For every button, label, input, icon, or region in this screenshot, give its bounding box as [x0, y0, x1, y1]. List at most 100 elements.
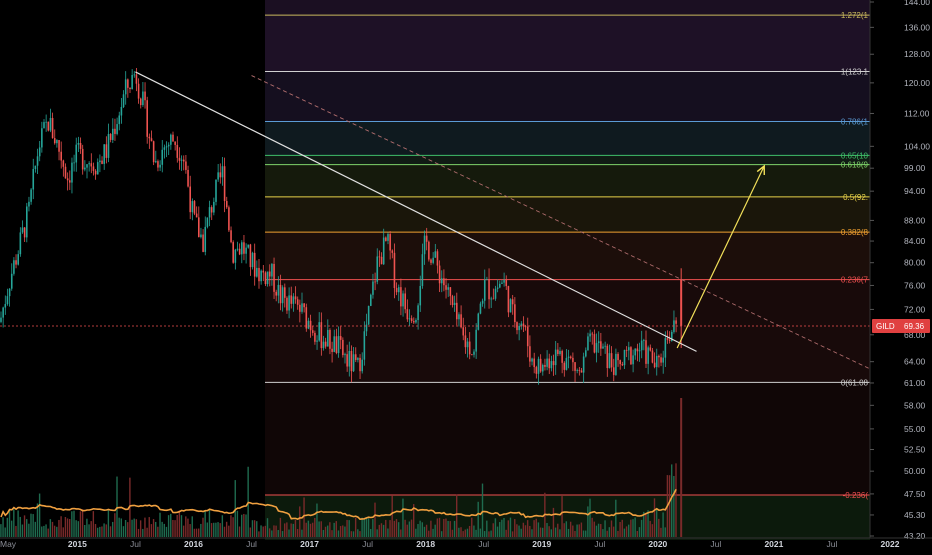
- volume-bar: [393, 520, 396, 537]
- volume-bar: [509, 517, 512, 537]
- volume-bar: [142, 528, 144, 537]
- volume-bar: [617, 530, 619, 537]
- volume-bar: [256, 521, 258, 537]
- volume-bar: [451, 529, 454, 537]
- volume-bar: [303, 497, 305, 537]
- volume-bar: [281, 531, 284, 537]
- candle-body: [264, 272, 267, 285]
- volume-bar: [606, 530, 608, 537]
- volume-bar: [286, 522, 288, 537]
- candle-body: [354, 354, 357, 360]
- candle-body: [191, 201, 194, 213]
- candle-body: [284, 287, 286, 298]
- candle-body: [69, 180, 71, 183]
- volume-bar: [301, 529, 303, 537]
- volume-bar: [537, 522, 540, 537]
- candle-body: [406, 309, 409, 320]
- candle-body: [230, 230, 232, 243]
- candle-body: [163, 147, 166, 150]
- candle-body: [75, 144, 78, 163]
- volume-bar: [382, 524, 385, 537]
- volume-bar: [225, 521, 228, 537]
- volume-bar: [651, 524, 654, 537]
- volume-bar: [8, 509, 11, 537]
- candle-body: [249, 244, 252, 268]
- candle-body: [53, 138, 56, 144]
- time-tick-label: May: [0, 539, 17, 549]
- volume-bar: [75, 520, 77, 537]
- volume-bar: [213, 522, 215, 537]
- volume-bar: [477, 501, 479, 537]
- volume-bar: [359, 531, 361, 537]
- candle-body: [122, 94, 125, 108]
- volume-bar: [376, 529, 378, 537]
- candle-body: [580, 370, 583, 373]
- candle-body: [348, 350, 351, 367]
- trendline-projection[interactable]: [251, 75, 900, 384]
- volume-bar: [58, 519, 60, 537]
- volume-bar: [322, 529, 325, 537]
- candle-body: [477, 313, 480, 330]
- volume-bar: [305, 522, 307, 537]
- volume-bar: [479, 528, 482, 537]
- volume-bar: [41, 526, 43, 537]
- volume-bar: [81, 509, 84, 537]
- price-tick-label: 58.00: [904, 400, 926, 410]
- volume-bar: [47, 528, 49, 537]
- candle-body: [320, 322, 323, 349]
- candle-body: [129, 87, 131, 90]
- volume-bar: [539, 527, 542, 537]
- candle-body: [133, 74, 136, 76]
- candle-body: [544, 364, 546, 367]
- fib-level-label: 0.382(8: [841, 228, 869, 237]
- candle-body: [391, 250, 394, 253]
- volume-bar: [127, 522, 129, 537]
- price-tick-label: 52.50: [904, 445, 926, 455]
- volume-bar: [139, 520, 142, 537]
- candle-body: [38, 147, 41, 157]
- volume-bar: [389, 520, 391, 537]
- candle-body: [372, 281, 374, 295]
- candle-body: [131, 75, 133, 90]
- fib-level-label: 0.786(1: [841, 117, 869, 126]
- volume-bar: [331, 530, 333, 537]
- candle-body: [492, 298, 495, 300]
- volume-bar: [602, 529, 604, 537]
- volume-bar: [38, 493, 41, 537]
- candle-body: [488, 279, 490, 300]
- candle-body: [28, 201, 30, 207]
- volume-bar: [217, 522, 219, 537]
- volume-bar: [397, 522, 400, 537]
- candle-body: [533, 358, 535, 368]
- candle-body: [311, 330, 314, 333]
- time-axis[interactable]: May 2015 Jul 2016 Jul 2017 Jul 2018 Jul 2019 Jul 20…: [0, 539, 900, 549]
- candle-body: [23, 227, 26, 238]
- time-tick-label: 2018: [416, 539, 435, 549]
- volume-bar: [146, 527, 148, 537]
- price-axis[interactable]: 144.00 136.00 128.00 120.00 112.00 104.00 99.0…: [870, 0, 930, 541]
- candle-body: [215, 179, 217, 202]
- candle-body: [294, 296, 297, 300]
- candle-body: [165, 146, 168, 148]
- volume-bar: [546, 523, 548, 537]
- volume-bar: [62, 527, 64, 537]
- volume-bar: [36, 503, 39, 537]
- fib-level-label: 1.272(1: [841, 11, 869, 20]
- candle-body: [389, 234, 391, 251]
- candle-body: [290, 295, 293, 304]
- candle-body: [606, 345, 609, 369]
- candle-body: [344, 354, 346, 356]
- volume-bar: [232, 517, 234, 537]
- candle-body: [6, 296, 9, 305]
- candle-body: [99, 160, 101, 163]
- candle-body: [107, 133, 110, 158]
- trendline-target-arrow[interactable]: [676, 165, 765, 349]
- volume-bar: [447, 520, 449, 537]
- candle-body: [619, 360, 621, 365]
- trendline-resistance[interactable]: [135, 71, 697, 352]
- volume-bar: [580, 522, 583, 537]
- volume-bar: [230, 515, 232, 537]
- volume-bar: [236, 510, 239, 537]
